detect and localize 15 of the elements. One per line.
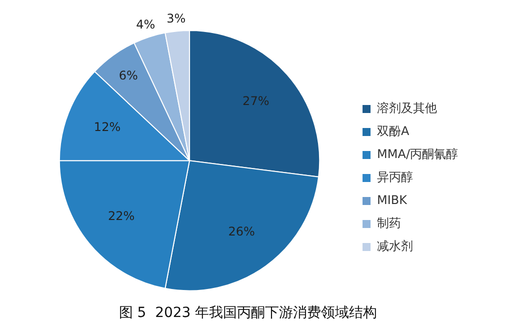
data-label: 6% [118,68,138,83]
data-label: 27% [242,94,270,108]
data-label: 4% [136,18,156,32]
text: 图 5 2023 年我国丙酮下游消费领域结构 [118,305,378,322]
legend-label: 双酚A [377,124,410,138]
legend-label: MIBK [377,193,408,208]
legend-label: 异丙醇 [377,170,414,184]
data-label: 26% [228,224,255,238]
legend-label: MMA/丙酮氰醇 [377,147,458,162]
data-label: 12% [94,120,121,134]
legend-label: 制药 [377,216,402,230]
legend-label: 减水剂 [377,239,414,254]
data-label: 3% [166,11,186,26]
legend-label: 溶剂及其他 [377,101,438,116]
data-label: 22% [108,209,135,224]
